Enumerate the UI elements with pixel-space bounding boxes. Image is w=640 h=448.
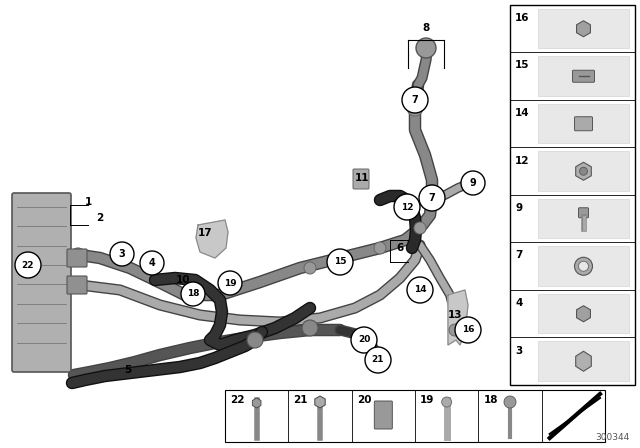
Circle shape: [302, 320, 318, 336]
FancyBboxPatch shape: [538, 56, 629, 96]
Text: 19: 19: [420, 395, 435, 405]
FancyBboxPatch shape: [538, 294, 629, 333]
Text: 18: 18: [187, 289, 199, 298]
Text: 17: 17: [198, 228, 212, 238]
Text: 18: 18: [483, 395, 498, 405]
Circle shape: [247, 332, 263, 348]
Text: 6: 6: [396, 243, 404, 253]
Circle shape: [419, 185, 445, 211]
Text: 300344: 300344: [596, 433, 630, 442]
Text: 4: 4: [515, 298, 522, 308]
Text: 4: 4: [148, 258, 156, 268]
FancyBboxPatch shape: [510, 5, 635, 385]
Text: 19: 19: [224, 279, 236, 288]
FancyBboxPatch shape: [67, 249, 87, 267]
Circle shape: [71, 248, 85, 262]
Circle shape: [407, 100, 423, 116]
Text: 10: 10: [176, 275, 190, 285]
FancyBboxPatch shape: [353, 169, 369, 189]
Circle shape: [575, 257, 593, 275]
Circle shape: [407, 277, 433, 303]
Text: 22: 22: [230, 395, 244, 405]
Circle shape: [110, 242, 134, 266]
Circle shape: [374, 242, 386, 254]
Polygon shape: [315, 396, 325, 408]
FancyBboxPatch shape: [12, 193, 71, 372]
Text: 13: 13: [448, 310, 462, 320]
Circle shape: [463, 176, 477, 190]
FancyBboxPatch shape: [538, 341, 629, 381]
Text: 9: 9: [470, 178, 476, 188]
Polygon shape: [576, 351, 591, 371]
Text: 20: 20: [358, 336, 370, 345]
FancyBboxPatch shape: [579, 208, 589, 218]
Circle shape: [218, 271, 242, 295]
Text: 8: 8: [422, 23, 429, 33]
Text: 2: 2: [97, 213, 104, 223]
Circle shape: [579, 167, 588, 175]
FancyBboxPatch shape: [374, 401, 392, 429]
FancyBboxPatch shape: [225, 390, 605, 442]
Polygon shape: [196, 220, 228, 258]
Circle shape: [461, 171, 485, 195]
Polygon shape: [576, 162, 591, 180]
Circle shape: [416, 38, 436, 58]
Circle shape: [71, 278, 85, 292]
Circle shape: [15, 252, 41, 278]
Text: 3: 3: [118, 249, 125, 259]
Text: 16: 16: [461, 326, 474, 335]
Text: 16: 16: [515, 13, 529, 23]
Polygon shape: [577, 306, 591, 322]
Text: 20: 20: [356, 395, 371, 405]
Text: 5: 5: [124, 365, 132, 375]
FancyBboxPatch shape: [538, 151, 629, 191]
Text: 15: 15: [515, 60, 529, 70]
Circle shape: [414, 222, 426, 234]
Text: 22: 22: [22, 260, 35, 270]
Circle shape: [504, 396, 516, 408]
Circle shape: [140, 251, 164, 275]
Text: 7: 7: [515, 250, 522, 260]
Text: 1: 1: [84, 197, 92, 207]
Polygon shape: [448, 290, 468, 345]
Circle shape: [394, 194, 420, 220]
Circle shape: [402, 87, 428, 113]
Polygon shape: [252, 398, 261, 408]
Circle shape: [579, 261, 589, 271]
Text: 15: 15: [333, 258, 346, 267]
Polygon shape: [577, 21, 591, 37]
Text: 14: 14: [515, 108, 530, 118]
FancyBboxPatch shape: [538, 9, 629, 48]
FancyBboxPatch shape: [538, 199, 629, 238]
FancyBboxPatch shape: [538, 246, 629, 286]
Text: 7: 7: [429, 193, 435, 203]
Text: 21: 21: [293, 395, 308, 405]
Circle shape: [304, 262, 316, 274]
Text: 12: 12: [515, 155, 529, 165]
Circle shape: [455, 317, 481, 343]
Text: 9: 9: [515, 203, 522, 213]
Circle shape: [181, 282, 205, 306]
Text: 21: 21: [372, 356, 384, 365]
Text: 11: 11: [355, 173, 369, 183]
FancyBboxPatch shape: [575, 117, 593, 131]
FancyBboxPatch shape: [573, 70, 595, 82]
Circle shape: [365, 347, 391, 373]
FancyBboxPatch shape: [67, 276, 87, 294]
Circle shape: [351, 327, 377, 353]
FancyBboxPatch shape: [538, 104, 629, 143]
Circle shape: [449, 324, 461, 336]
Circle shape: [327, 249, 353, 275]
Text: 14: 14: [413, 285, 426, 294]
Text: 7: 7: [412, 95, 419, 105]
Text: 3: 3: [515, 345, 522, 356]
Circle shape: [442, 397, 452, 407]
Text: 12: 12: [401, 202, 413, 211]
